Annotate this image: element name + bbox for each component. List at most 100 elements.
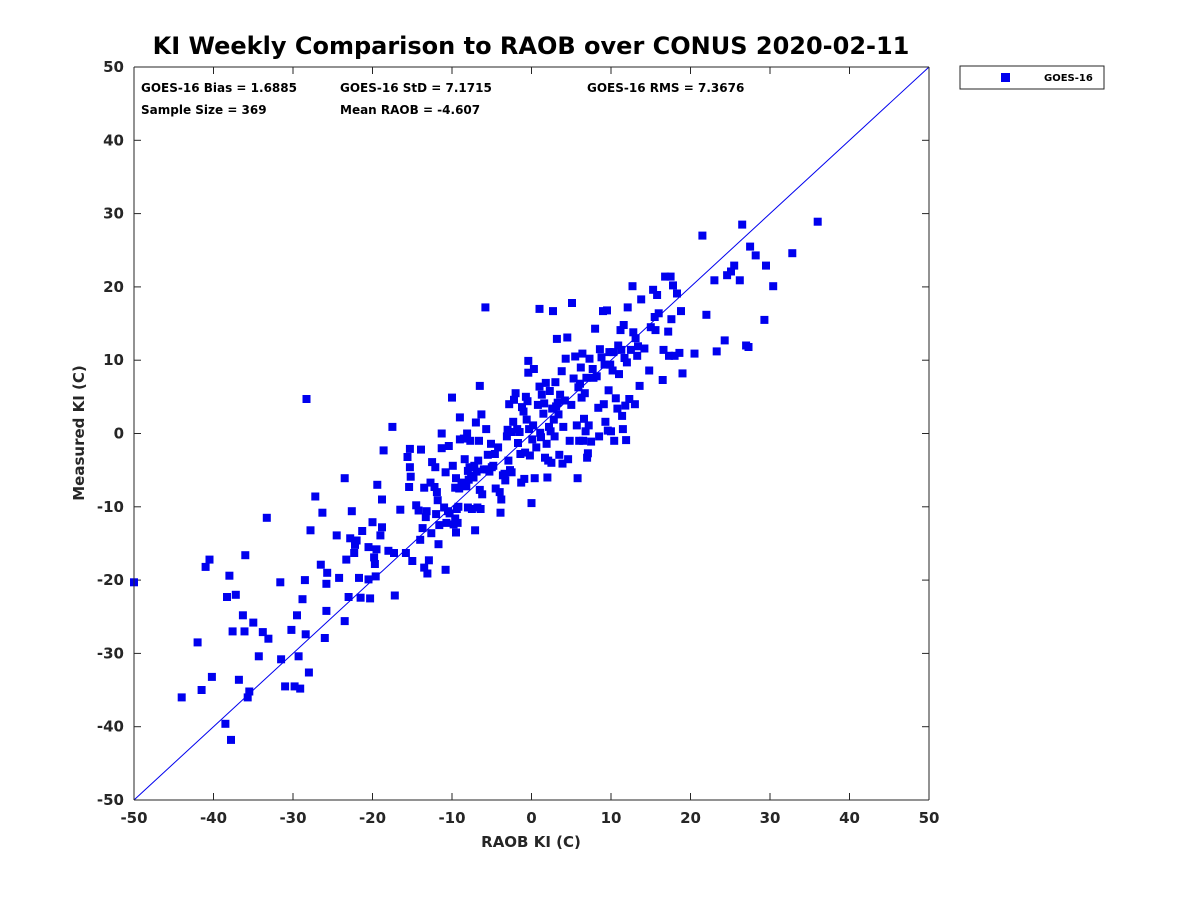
data-point: [205, 555, 214, 564]
data-point: [523, 397, 532, 406]
data-point: [525, 451, 534, 460]
data-point: [485, 467, 494, 476]
data-point: [587, 437, 596, 446]
data-point: [390, 591, 399, 600]
data-point: [463, 429, 472, 438]
data-point: [720, 336, 729, 345]
data-point: [421, 513, 430, 522]
data-point: [322, 606, 331, 615]
data-point: [550, 432, 559, 441]
data-point: [483, 450, 492, 459]
data-point: [751, 251, 760, 260]
data-point: [649, 285, 658, 294]
data-point: [474, 456, 483, 465]
data-point: [323, 568, 332, 577]
data-point: [427, 529, 436, 538]
data-point: [388, 422, 397, 431]
data-point: [569, 374, 578, 383]
data-point: [476, 505, 485, 513]
data-point: [452, 474, 460, 483]
data-point: [466, 436, 475, 445]
data-point: [539, 409, 548, 418]
data-point: [352, 536, 361, 545]
data-point: [529, 421, 538, 430]
data-point: [424, 556, 433, 565]
data-point: [536, 428, 545, 437]
data-point: [710, 276, 719, 285]
stats-annotations: GOES-16 Bias = 1.6885 GOES-16 StD = 7.17…: [141, 81, 744, 117]
data-point: [471, 418, 480, 427]
data-point: [462, 482, 471, 491]
data-point: [515, 428, 524, 436]
data-point: [366, 594, 375, 603]
data-point: [606, 360, 615, 369]
data-point: [563, 333, 572, 342]
data-point: [346, 534, 355, 543]
data-point: [520, 474, 529, 483]
data-point: [358, 527, 367, 535]
data-point: [304, 668, 313, 677]
data-point: [496, 508, 505, 517]
data-point: [702, 310, 711, 319]
data-point: [245, 687, 254, 696]
data-point: [620, 354, 629, 362]
data-point: [762, 261, 770, 270]
data-point: [599, 400, 608, 409]
data-point: [646, 323, 655, 332]
data-point: [451, 514, 460, 523]
x-tick-label: 0: [526, 809, 536, 827]
data-point: [645, 366, 654, 375]
data-point: [390, 549, 398, 557]
data-point: [457, 478, 466, 487]
data-point: [585, 354, 594, 363]
data-point: [558, 459, 567, 468]
data-point: [535, 382, 544, 391]
data-point: [521, 392, 530, 401]
x-tick-label: -10: [438, 809, 465, 827]
data-point: [294, 652, 303, 661]
data-point: [622, 436, 631, 445]
data-point: [497, 495, 506, 504]
data-point: [481, 303, 490, 312]
data-point: [735, 276, 744, 285]
data-point: [698, 231, 707, 240]
data-point: [455, 484, 464, 493]
data-point: [412, 501, 421, 510]
data-point: [470, 461, 479, 470]
data-point: [448, 393, 456, 402]
data-point: [613, 404, 622, 413]
data-point: [452, 528, 460, 537]
data-point: [813, 217, 822, 226]
data-point: [530, 474, 539, 483]
data-point: [467, 505, 476, 513]
data-point: [372, 545, 381, 554]
data-point: [431, 463, 440, 472]
data-point: [264, 634, 273, 643]
data-point: [727, 267, 735, 276]
data-point: [454, 502, 463, 511]
data-point: [591, 324, 600, 333]
data-point: [610, 436, 619, 445]
data-point: [249, 618, 258, 627]
data-point: [547, 458, 556, 467]
legend-box: [959, 65, 1105, 90]
data-point: [546, 427, 555, 436]
data-point: [690, 349, 699, 358]
data-point: [406, 472, 415, 481]
data-point: [478, 490, 487, 499]
data-point: [661, 272, 670, 281]
data-point: [511, 389, 520, 398]
data-point: [228, 627, 237, 636]
data-point: [355, 573, 363, 582]
x-tick-label: 30: [760, 809, 781, 827]
x-tick-label: 20: [680, 809, 701, 827]
data-point: [634, 342, 642, 351]
data-point: [502, 432, 511, 441]
data-point: [621, 401, 630, 410]
data-point: [594, 403, 603, 412]
data-point: [301, 630, 310, 639]
data-point: [629, 328, 638, 337]
data-point: [614, 341, 623, 350]
data-point: [403, 453, 412, 461]
data-point: [607, 427, 615, 436]
